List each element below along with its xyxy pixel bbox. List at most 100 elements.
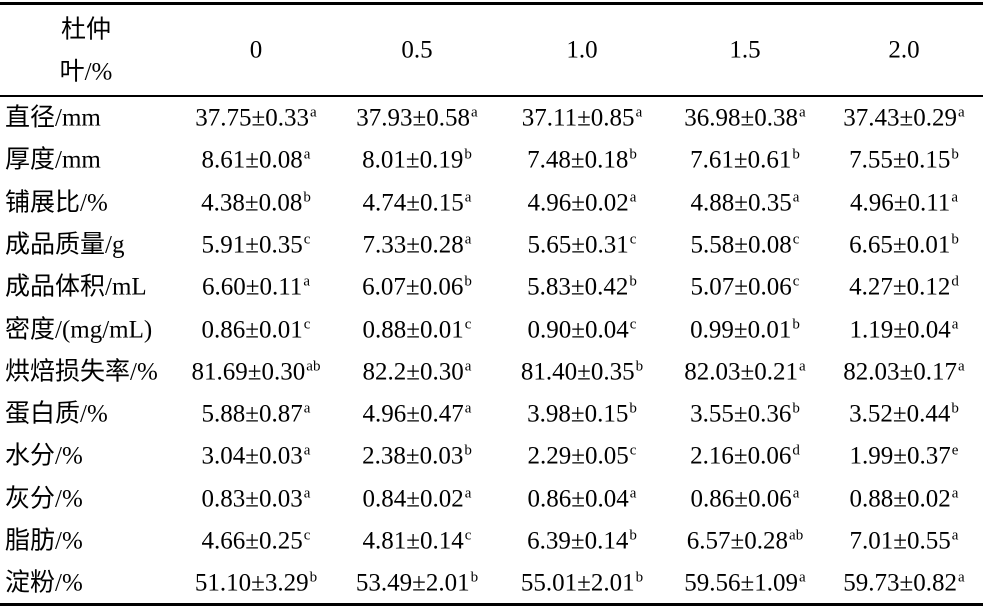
cell-value: 5.91±0.35 [201, 231, 303, 259]
cell-value: 53.49±2.01 [355, 569, 470, 597]
significance-letter: a [303, 146, 311, 163]
cell: 4.66±0.25c [202, 527, 311, 554]
cell-value: 6.07±0.06 [362, 273, 464, 301]
cell-value: 37.75±0.33 [195, 104, 310, 132]
cell: 37.43±0.29a [843, 104, 965, 132]
significance-letter: b [464, 146, 472, 163]
significance-letter: b [464, 273, 472, 290]
cell: 8.61±0.08a [201, 146, 311, 174]
cell: 55.01±2.01b [521, 569, 644, 596]
cell-value: 4.96±0.47 [362, 400, 464, 428]
cell: 7.33±0.28a [363, 232, 472, 258]
significance-letter: c [629, 442, 637, 459]
cell-value: 81.69±0.30 [191, 358, 306, 386]
cell: 3.52±0.44b [849, 400, 959, 428]
row-label: 灰分/% [5, 485, 83, 513]
cell-value: 4.88±0.35 [690, 189, 792, 217]
cell: 8.01±0.19b [362, 146, 472, 173]
cell-value: 51.10±3.29 [194, 569, 309, 597]
cell-value: 81.40±0.35 [520, 358, 635, 386]
cell-value: 3.52±0.44 [849, 400, 951, 428]
cell: 37.11±0.85a [521, 104, 642, 132]
header-rule [0, 95, 983, 97]
cell: 7.61±0.61b [690, 146, 800, 173]
cell: 5.91±0.35c [201, 231, 311, 259]
cell-value: 8.61±0.08 [201, 146, 303, 174]
cell: 81.40±0.35b [520, 358, 644, 386]
column-header: 0.5 [401, 36, 433, 64]
cell: 0.88±0.01c [363, 317, 472, 343]
cell: 82.03±0.17a [843, 359, 964, 385]
cell: 4.38±0.08b [201, 189, 311, 216]
column-header: 1.5 [729, 36, 761, 64]
cell-value: 0.86±0.01 [201, 316, 303, 343]
significance-letter: a [471, 104, 478, 121]
cell: 5.58±0.08c [690, 231, 800, 259]
significance-letter: a [958, 104, 965, 121]
significance-letter: c [792, 273, 800, 290]
significance-letter: a [792, 189, 800, 206]
cell-value: 0.84±0.02 [362, 485, 464, 513]
cell-value: 2.29±0.05 [527, 442, 629, 470]
cell: 51.10±3.29b [194, 569, 317, 597]
cell: 0.88±0.02a [850, 485, 959, 512]
cell: 36.98±0.38a [684, 104, 806, 131]
significance-letter: a [951, 485, 959, 502]
significance-letter: b [951, 146, 959, 163]
cell: 6.07±0.06b [362, 273, 472, 301]
significance-letter: b [470, 569, 479, 586]
significance-letter: a [303, 442, 311, 459]
cell-value: 37.93±0.58 [356, 104, 471, 132]
cell: 0.84±0.02a [362, 485, 472, 513]
cell: 59.73±0.82a [843, 569, 965, 596]
significance-letter: b [303, 189, 311, 206]
row-label: 烘焙损失率/% [5, 358, 158, 386]
cell: 4.81±0.14c [363, 528, 472, 554]
cell-value: 37.43±0.29 [843, 104, 958, 132]
significance-letter: b [792, 400, 800, 417]
significance-letter: e [951, 442, 959, 459]
row-label: 铺展比/% [5, 189, 108, 217]
cell: 5.65±0.31c [528, 232, 637, 258]
significance-letter: a [799, 569, 806, 586]
cell-value: 3.55±0.36 [690, 400, 792, 428]
row-label: 直径/mm [5, 104, 101, 132]
cell-value: 37.11±0.85 [521, 104, 635, 132]
cell: 0.86±0.01c [201, 316, 311, 343]
cell: 0.99±0.01b [690, 317, 800, 343]
row-label: 蛋白质/% [5, 400, 108, 428]
cell: 3.04±0.03a [202, 442, 311, 469]
cell: 7.01±0.55a [850, 528, 959, 554]
significance-letter: c [303, 527, 311, 544]
cell: 53.49±2.01b [355, 569, 479, 597]
top-rule [0, 2, 983, 5]
significance-letter: b [635, 358, 644, 375]
cell-value: 2.38±0.03 [362, 442, 464, 470]
bottom-rule [0, 603, 983, 606]
significance-letter: a [629, 485, 637, 502]
significance-letter: b [792, 146, 800, 163]
cell-value: 3.98±0.15 [527, 400, 629, 428]
cell: 6.57±0.28ab [686, 527, 803, 555]
cell: 5.07±0.06c [691, 273, 800, 300]
significance-letter: b [635, 569, 644, 586]
cell: 1.19±0.04a [850, 317, 959, 343]
cell: 82.03±0.21a [684, 359, 805, 385]
cell: 2.16±0.06d [690, 443, 800, 469]
cell-value: 0.90±0.04 [527, 316, 629, 343]
cell: 59.56±1.09a [684, 569, 806, 596]
cell: 5.83±0.42b [527, 274, 637, 300]
significance-letter: d [951, 273, 959, 290]
significance-letter: a [799, 104, 806, 121]
cell: 4.96±0.02a [528, 190, 637, 216]
significance-letter: a [464, 189, 472, 206]
significance-letter: a [958, 569, 965, 586]
cell: 3.55±0.36b [690, 400, 800, 428]
cell-value: 5.58±0.08 [690, 231, 792, 259]
cell: 6.60±0.11a [202, 274, 310, 300]
cell-value: 6.57±0.28 [686, 527, 789, 555]
significance-letter: a [303, 400, 311, 417]
row-label: 成品体积/mL [5, 273, 147, 301]
row-label: 密度/(mg/mL) [5, 316, 153, 343]
